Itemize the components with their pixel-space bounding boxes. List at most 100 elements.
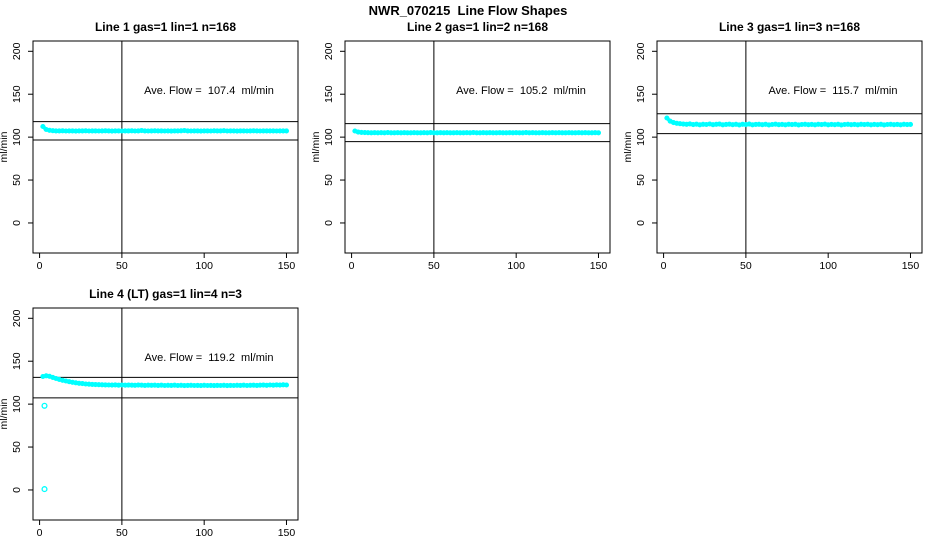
data-point (165, 382, 171, 388)
data-point (102, 128, 108, 134)
data-point (195, 128, 201, 134)
data-point (907, 121, 914, 127)
data-point (553, 130, 559, 136)
data-point (231, 128, 237, 134)
y-axis-label: ml/min (312, 131, 322, 162)
data-point (799, 121, 805, 128)
data-point (270, 382, 276, 388)
data-point (162, 382, 168, 389)
y-tick-label: 0 (323, 220, 335, 226)
panel-title-line-1: Line 1 gas=1 lin=1 n=168 (94, 20, 237, 34)
data-point (723, 121, 729, 127)
data-point (539, 130, 546, 136)
data-point (172, 382, 178, 388)
data-point (165, 128, 171, 134)
data-point (700, 121, 706, 127)
data-point (451, 130, 457, 136)
data-point (513, 130, 519, 136)
data-point (175, 128, 181, 134)
data-point (234, 382, 240, 388)
panel-title-line-2: Line 2 gas=1 lin=2 n=168 (406, 20, 549, 34)
data-point (592, 130, 598, 136)
data-point (158, 382, 164, 388)
data-point (589, 130, 595, 136)
y-tick-label: 50 (11, 174, 23, 186)
y-tick-label: 0 (635, 220, 647, 226)
panel-line-1: 0 50 100 150 0 50 100 150 200 ml/min Ave. Flow = 1… (0, 14, 312, 280)
data-point (391, 130, 397, 136)
data-point (267, 382, 273, 388)
y-tick-label: 200 (323, 42, 335, 60)
data-point (277, 382, 283, 388)
data-point (60, 128, 66, 134)
data-point (812, 122, 818, 128)
data-point (92, 382, 99, 388)
x-tick-label: 150 (902, 260, 920, 272)
data-point (865, 121, 871, 127)
data-point (497, 130, 503, 136)
plot-area-line-4: 0 50 100 150 0 50 100 150 200 ml/min Ave. Flow = 1… (0, 307, 299, 539)
data-point (500, 130, 506, 136)
data-point (119, 382, 125, 388)
data-point (690, 122, 696, 128)
y-tick-label: 50 (323, 174, 335, 186)
data-point (116, 382, 122, 388)
data-point (280, 128, 286, 134)
data-point (507, 130, 513, 136)
data-point (181, 128, 187, 134)
data-point (162, 128, 168, 134)
data-point (855, 122, 861, 128)
data-point (135, 128, 141, 134)
data-point (477, 130, 483, 136)
data-point (546, 130, 552, 136)
data-point (809, 121, 815, 127)
data-point (710, 122, 716, 128)
data-point (493, 130, 499, 136)
data-point (822, 121, 828, 127)
data-point (178, 128, 184, 134)
data-point (63, 128, 69, 134)
data-point (411, 130, 417, 136)
data-point (372, 130, 378, 136)
data-point (526, 130, 532, 136)
data-point (828, 121, 835, 127)
data-point (40, 123, 46, 130)
data-point (208, 382, 214, 388)
ave-flow-annotation: Ave. Flow = 115.7 ml/min (769, 85, 898, 97)
panel-line-3: 0 50 100 150 0 50 100 150 200 ml/min Ave. Flow = 1… (624, 14, 936, 280)
data-point (96, 128, 102, 134)
y-tick-label: 50 (635, 174, 647, 186)
data-point (888, 121, 894, 127)
data-point (152, 382, 158, 388)
data-point (786, 121, 792, 127)
plot-area-line-1: 0 50 100 150 0 50 100 150 200 ml/min Ave. Flow = 1… (0, 40, 299, 272)
data-point (148, 382, 155, 388)
y-tick-label: 100 (11, 395, 23, 413)
data-point (73, 380, 79, 386)
data-point (178, 382, 184, 388)
y-axis-label: ml/min (624, 131, 634, 162)
data-point (444, 130, 450, 136)
data-point (536, 130, 542, 136)
data-point (125, 382, 132, 388)
data-point (579, 130, 585, 136)
data-point (109, 128, 115, 134)
data-point (221, 382, 227, 388)
ave-flow-annotation: Ave. Flow = 119.2 ml/min (145, 352, 274, 364)
plot-frame (32, 307, 299, 521)
data-point (832, 122, 838, 128)
data-point (674, 120, 680, 126)
data-point (244, 128, 250, 134)
data-point (569, 130, 575, 136)
data-point (743, 122, 749, 128)
data-point (401, 130, 407, 136)
data-point (129, 128, 135, 134)
panel-line-2: 0 50 100 150 0 50 100 150 200 ml/min Ave. Flow = 1… (312, 14, 624, 280)
data-point (835, 121, 841, 127)
data-point (792, 121, 798, 127)
data-point (378, 130, 384, 136)
data-point (254, 128, 260, 134)
data-point (815, 121, 821, 127)
data-point (260, 382, 266, 388)
